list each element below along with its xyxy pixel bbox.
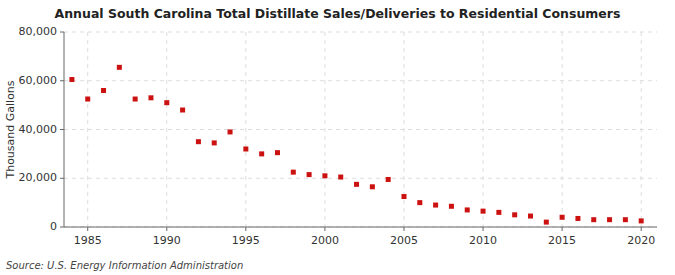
x-tick-label: 2010 xyxy=(469,234,497,247)
point xyxy=(275,150,280,155)
x-tick-label: 1985 xyxy=(74,234,102,247)
point xyxy=(433,203,438,208)
point xyxy=(607,217,612,222)
page: {"chart_data": {"type": "scatter", "titl… xyxy=(0,0,675,275)
y-tick-label: 80,000 xyxy=(19,25,58,38)
title: Annual South Carolina Total Distillate S… xyxy=(55,6,621,21)
x-tick-label: 1990 xyxy=(153,234,181,247)
point xyxy=(85,97,90,102)
y-tick xyxy=(60,80,64,81)
point xyxy=(133,97,138,102)
y-tick-label: 20,000 xyxy=(19,171,58,184)
x-axis-line xyxy=(64,227,657,228)
y-tick-label: 60,000 xyxy=(19,74,58,87)
point xyxy=(117,65,122,70)
point xyxy=(623,217,628,222)
x-tick-label: 2000 xyxy=(311,234,339,247)
point xyxy=(322,173,327,178)
point xyxy=(449,204,454,209)
point xyxy=(307,172,312,177)
y-grid-line xyxy=(64,178,657,179)
annotation: Source: U.S. Energy Information Administ… xyxy=(6,260,243,271)
point xyxy=(417,200,422,205)
y-tick-label: 40,000 xyxy=(19,123,58,136)
point xyxy=(560,215,565,220)
y-grid-line xyxy=(64,227,657,228)
point xyxy=(212,140,217,145)
x-tick xyxy=(87,227,88,231)
x-tick-label: 1995 xyxy=(232,234,260,247)
x-tick xyxy=(483,227,484,231)
point xyxy=(528,214,533,219)
point xyxy=(575,216,580,221)
point xyxy=(370,184,375,189)
x-tick xyxy=(324,227,325,231)
grid xyxy=(64,32,657,227)
x-grid-line xyxy=(87,32,88,227)
x-tick xyxy=(562,227,563,231)
point xyxy=(164,100,169,105)
x-grid-line xyxy=(483,32,484,227)
point xyxy=(291,170,296,175)
x-tick xyxy=(403,227,404,231)
point xyxy=(401,194,406,199)
x-grid-line xyxy=(324,32,325,227)
point xyxy=(639,218,644,223)
y-tick xyxy=(60,129,64,130)
y-tick-label: 0 xyxy=(50,220,57,233)
x-tick xyxy=(245,227,246,231)
point xyxy=(259,151,264,156)
point xyxy=(228,129,233,134)
point xyxy=(496,210,501,215)
y-tick xyxy=(60,178,64,179)
x-tick-label: 2020 xyxy=(627,234,655,247)
point xyxy=(465,207,470,212)
point xyxy=(338,175,343,180)
y-axis-label: Thousand Gallons xyxy=(4,80,17,179)
point xyxy=(512,212,517,217)
point xyxy=(386,177,391,182)
point xyxy=(69,77,74,82)
x-tick xyxy=(641,227,642,231)
point xyxy=(591,217,596,222)
point xyxy=(243,147,248,152)
point xyxy=(180,108,185,113)
y-tick xyxy=(60,32,64,33)
point xyxy=(196,139,201,144)
x-tick-label: 2015 xyxy=(548,234,576,247)
point xyxy=(354,182,359,187)
y-grid-line xyxy=(64,129,657,130)
points xyxy=(69,65,643,225)
point xyxy=(544,220,549,225)
x-grid-line xyxy=(245,32,246,227)
chart: 0 20,000 40,000 60,000 80,000 1985 1990 1995 200… xyxy=(0,0,675,275)
x-grid-line xyxy=(562,32,563,227)
y-grid-line xyxy=(64,32,657,33)
x-grid-line xyxy=(641,32,642,227)
y-tick xyxy=(60,227,64,228)
point xyxy=(148,95,153,100)
point xyxy=(481,209,486,214)
x-grid-line xyxy=(166,32,167,227)
x-tick xyxy=(166,227,167,231)
point xyxy=(101,88,106,93)
x-tick-label: 2005 xyxy=(390,234,418,247)
axes: 0 20,000 40,000 60,000 80,000 1985 1990 1995 200… xyxy=(19,25,658,247)
y-grid-line xyxy=(64,80,657,81)
